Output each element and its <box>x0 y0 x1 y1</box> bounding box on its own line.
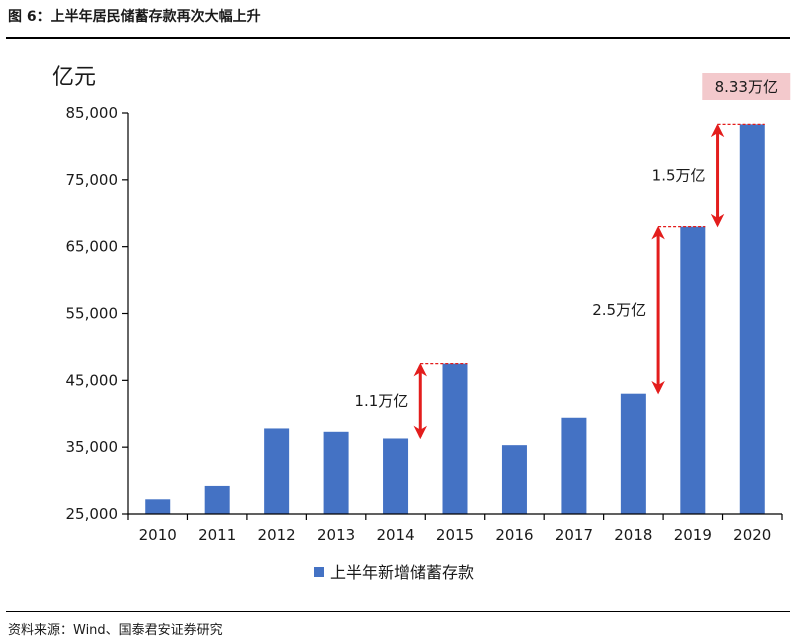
figure-title: 图 6：上半年居民储蓄存款再次大幅上升 <box>8 9 261 25</box>
x-axis: 2010 2011 2012 2013 2014 2015 2016 2017 2018 2019… <box>127 513 783 544</box>
bar-2015 <box>442 363 468 514</box>
x-tick-label: 2011 <box>198 526 236 544</box>
bar-2018 <box>620 393 646 514</box>
x-tick-label: 2012 <box>258 526 296 544</box>
x-tick-label: 2017 <box>555 526 593 544</box>
bars <box>145 124 765 514</box>
x-tick-label: 2018 <box>614 526 652 544</box>
bar-2016 <box>501 445 527 514</box>
source-note: 资料来源：Wind、国泰君安证券研究 <box>8 623 223 638</box>
x-tick-label: 2015 <box>436 526 474 544</box>
y-tick-label: 35,000 <box>66 438 119 456</box>
x-tick-label: 2014 <box>376 526 414 544</box>
bar-2019 <box>680 226 706 514</box>
x-tick-label: 2016 <box>495 526 533 544</box>
bottom-rule <box>6 611 790 612</box>
x-tick-label: 2010 <box>139 526 177 544</box>
y-tick-label: 85,000 <box>66 104 119 122</box>
y-tick-label: 55,000 <box>66 305 119 323</box>
bar-2013 <box>323 431 349 514</box>
annotation-highlight-label: 8.33万亿 <box>715 78 778 96</box>
y-tick-label: 25,000 <box>66 505 119 523</box>
y-tick-label: 45,000 <box>66 371 119 389</box>
bar-2014 <box>383 438 409 514</box>
annotation-label: 1.1万亿 <box>354 392 408 410</box>
y-axis-unit-label: 亿元 <box>52 65 96 90</box>
y-tick-label: 65,000 <box>66 238 119 256</box>
y-tick-label: 75,000 <box>66 171 119 189</box>
bar-2010 <box>145 499 171 514</box>
bar-chart: 亿元 25,000 35,000 45,000 55,000 65,000 75,000 8… <box>52 65 791 582</box>
legend-label: 上半年新增储蓄存款 <box>330 563 474 582</box>
legend: 上半年新增储蓄存款 <box>314 563 474 582</box>
annotations: 1.1万亿 2.5万亿 1.5万亿 8.33万亿 <box>354 73 791 440</box>
top-rule <box>6 37 790 39</box>
annotation-highlight-box <box>702 73 791 100</box>
annotation-label: 1.5万亿 <box>652 166 706 184</box>
x-tick-label: 2020 <box>733 526 771 544</box>
legend-swatch <box>314 567 324 577</box>
bar-2011 <box>204 485 230 514</box>
x-tick-label: 2013 <box>317 526 355 544</box>
bar-2020 <box>739 124 765 514</box>
y-axis: 25,000 35,000 45,000 55,000 65,000 75,000 85,0… <box>66 104 129 523</box>
bar-2017 <box>561 417 587 514</box>
bar-2012 <box>264 428 290 514</box>
x-tick-label: 2019 <box>674 526 712 544</box>
annotation-label: 2.5万亿 <box>592 301 646 319</box>
